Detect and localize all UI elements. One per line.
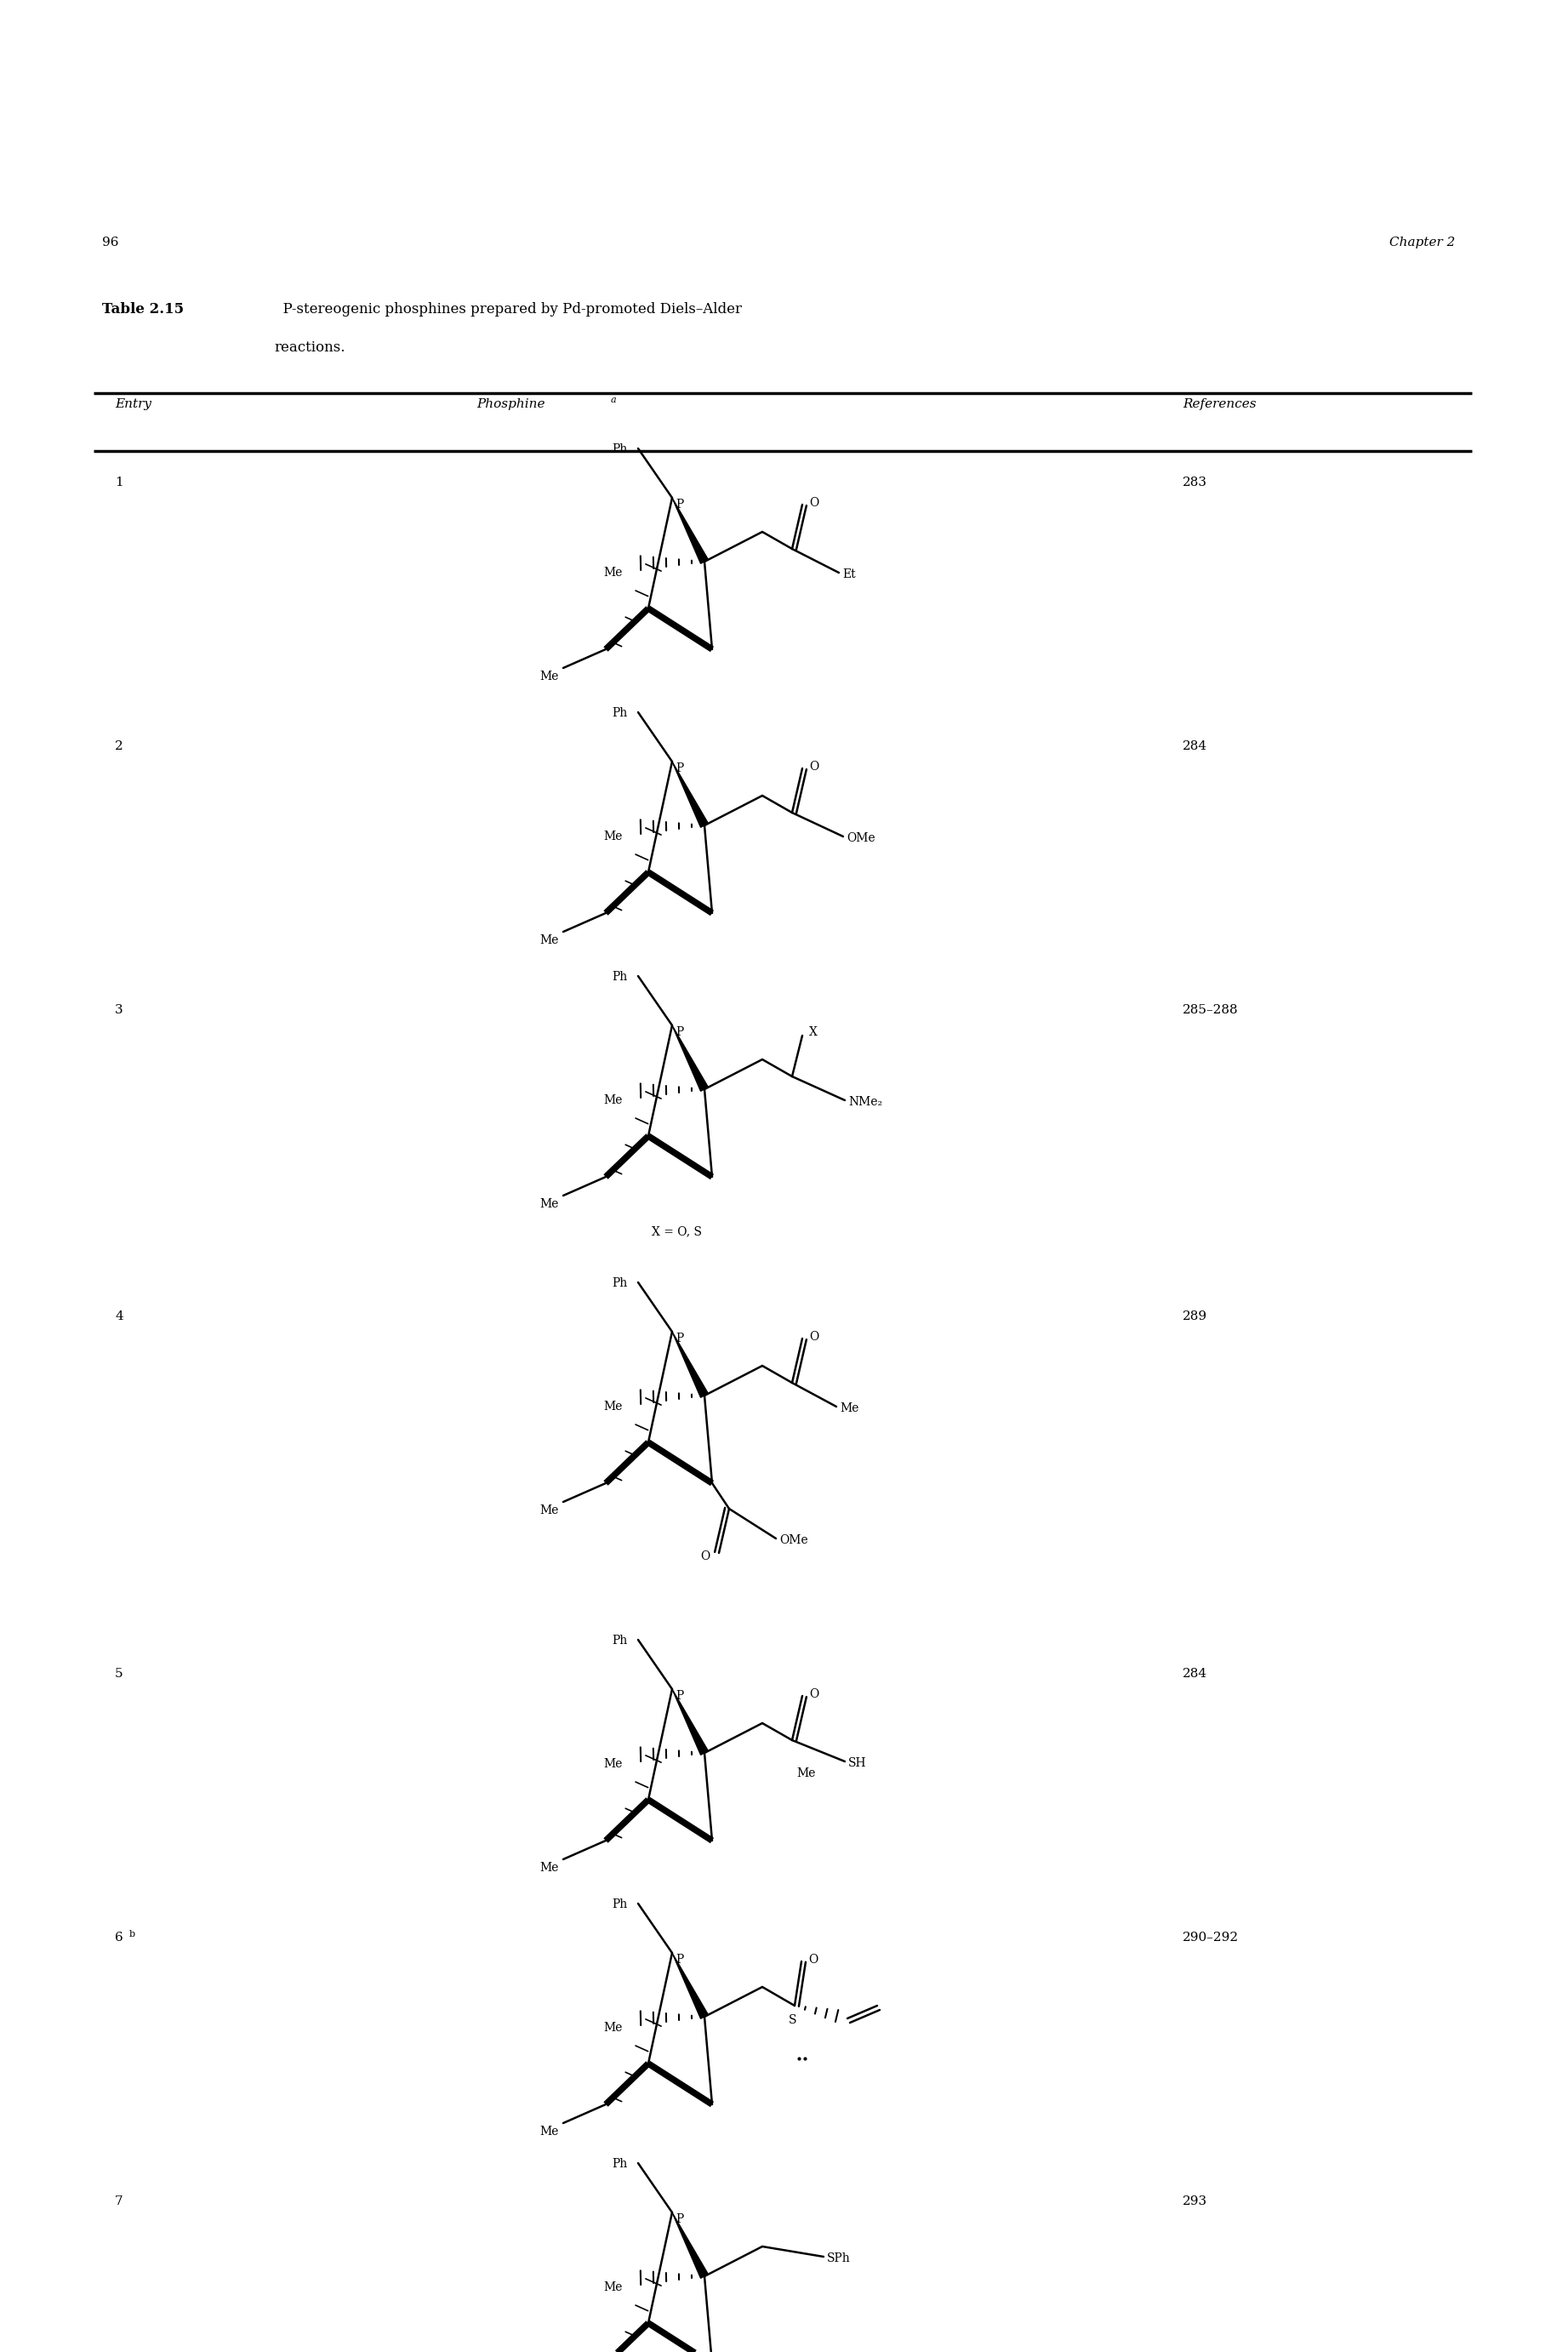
Text: 5: 5 [114,1668,122,1679]
Polygon shape [673,2213,709,2279]
Text: 7: 7 [114,2194,122,2206]
Text: 285–288: 285–288 [1182,1004,1239,1016]
Text: 283: 283 [1182,477,1207,489]
Text: Entry: Entry [114,397,152,409]
Text: Ph: Ph [613,708,627,720]
Text: Me: Me [539,670,558,682]
Text: 4: 4 [114,1310,124,1322]
Text: Phosphine: Phosphine [477,397,546,409]
Text: Ph: Ph [613,1277,627,1289]
Text: OMe: OMe [847,833,875,844]
Text: 96: 96 [102,238,119,249]
Text: Me: Me [539,2126,558,2138]
Text: 284: 284 [1182,1668,1207,1679]
Text: P: P [676,499,684,510]
Text: Table 2.15: Table 2.15 [102,301,183,318]
Text: Me: Me [797,1766,815,1780]
Text: Me: Me [604,830,622,842]
Text: Me: Me [539,1863,558,1875]
Text: Et: Et [842,569,856,581]
Text: P: P [676,1691,684,1703]
Polygon shape [673,499,709,564]
Text: O: O [809,760,818,774]
Text: 1: 1 [114,477,124,489]
Text: Ph: Ph [613,1898,627,1910]
Text: Me: Me [539,1197,558,1209]
Text: Me: Me [539,1505,558,1517]
Text: O: O [809,1331,818,1343]
Text: P-stereogenic phosphines prepared by Pd-promoted Diels–Alder: P-stereogenic phosphines prepared by Pd-… [274,301,742,318]
Text: 284: 284 [1182,741,1207,753]
Text: Me: Me [604,2281,622,2293]
Text: X = O, S: X = O, S [651,1225,701,1237]
Text: Ph: Ph [613,1635,627,1646]
Text: a: a [612,395,616,405]
Text: SPh: SPh [826,2253,850,2265]
Text: 293: 293 [1182,2194,1207,2206]
Polygon shape [673,762,709,828]
Text: Me: Me [539,934,558,946]
Text: SH: SH [848,1757,867,1769]
Text: Me: Me [604,1094,622,1105]
Text: P: P [676,1334,684,1345]
Text: O: O [808,1955,818,1966]
Text: b: b [129,1931,135,1938]
Text: Me: Me [604,2023,622,2034]
Text: O: O [809,496,818,508]
Text: 289: 289 [1182,1310,1207,1322]
Text: O: O [701,1550,710,1562]
Text: OMe: OMe [779,1534,808,1545]
Polygon shape [673,1952,709,2018]
Polygon shape [673,1689,709,1755]
Text: Chapter 2: Chapter 2 [1389,238,1455,249]
Text: Ph: Ph [613,971,627,983]
Polygon shape [673,1331,709,1397]
Text: S: S [789,2013,797,2025]
Polygon shape [673,1025,709,1091]
Text: 290–292: 290–292 [1182,1931,1239,1943]
Text: Ph: Ph [613,442,627,456]
Text: Me: Me [604,1757,622,1771]
Text: Me: Me [840,1402,859,1414]
Text: P: P [676,1955,684,1966]
Text: P: P [676,1025,684,1037]
Text: O: O [809,1689,818,1700]
Text: 3: 3 [114,1004,122,1016]
Text: 2: 2 [114,741,124,753]
Text: P: P [676,762,684,774]
Text: Me: Me [604,1402,622,1414]
Text: References: References [1182,397,1256,409]
Text: Ph: Ph [613,2159,627,2171]
Text: 6: 6 [114,1931,124,1943]
Text: reactions.: reactions. [274,341,345,355]
Text: X: X [809,1025,817,1037]
Text: P: P [676,2213,684,2225]
Text: Me: Me [604,567,622,579]
Text: NMe₂: NMe₂ [848,1096,883,1108]
